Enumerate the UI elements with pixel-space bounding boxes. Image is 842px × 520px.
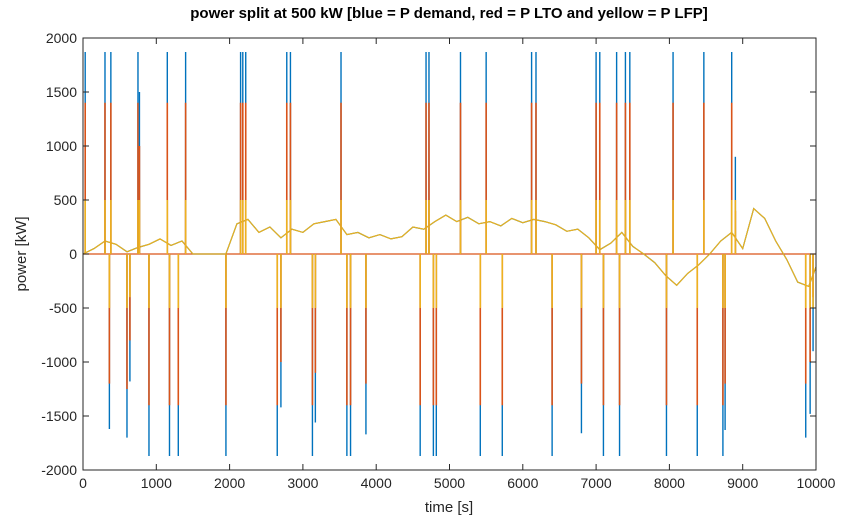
x-axis: 0 1000 2000 3000 4000 5000 6000 7000 8000 9000 100… [79, 38, 836, 491]
x-axis-label: time [s] [425, 499, 473, 516]
y-tick-label: -2000 [41, 462, 77, 478]
y-tick-label: -1000 [41, 354, 77, 370]
x-tick-label: 4000 [361, 475, 392, 491]
x-tick-label: 8000 [654, 475, 685, 491]
x-tick-label: 6000 [507, 475, 538, 491]
y-axis: -2000 -1500 -1000 -500 0 500 1000 1500 2000 [41, 30, 816, 478]
chart-title: power split at 500 kW [blue = P demand, … [190, 5, 708, 22]
x-tick-label: 7000 [581, 475, 612, 491]
y-tick-label: 0 [69, 246, 77, 262]
series-layer [82, 52, 817, 456]
x-tick-label: 3000 [287, 475, 318, 491]
y-tick-label: 1500 [46, 84, 77, 100]
x-tick-label: 9000 [727, 475, 758, 491]
y-tick-label: 2000 [46, 30, 77, 46]
x-tick-label: 10000 [797, 475, 836, 491]
y-tick-label: 500 [54, 192, 78, 208]
x-tick-label: 1000 [141, 475, 172, 491]
y-axis-label: power [kW] [13, 216, 30, 291]
x-tick-label: 0 [79, 475, 87, 491]
x-tick-label: 2000 [214, 475, 245, 491]
y-tick-label: -500 [49, 300, 77, 316]
x-tick-label: 5000 [434, 475, 465, 491]
y-tick-label: 1000 [46, 138, 77, 154]
y-tick-label: -1500 [41, 408, 77, 424]
